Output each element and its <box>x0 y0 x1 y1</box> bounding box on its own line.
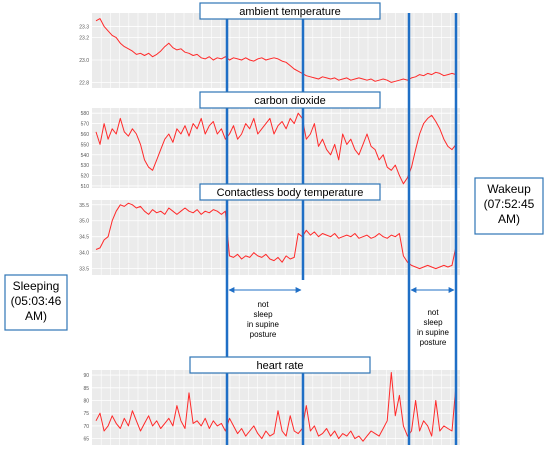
series-line <box>95 18 457 83</box>
y-tick-label: 540 <box>81 153 90 159</box>
y-tick-label: 23.2 <box>79 36 89 42</box>
chart-title: heart rate <box>256 360 303 372</box>
chart-title-box <box>199 91 381 109</box>
y-tick-label: 520 <box>81 174 90 180</box>
y-tick-label: 530 <box>81 163 90 169</box>
interval-note: not sleep in supine posture <box>247 300 280 339</box>
y-tick-label: 90 <box>83 373 89 379</box>
y-tick-label: 560 <box>81 132 90 138</box>
y-tick-label: 570 <box>81 122 90 128</box>
chart-panel-1: 22.8 23.0 23.2 23.3 <box>79 13 460 88</box>
series-line <box>95 112 457 185</box>
chart-panel-2: 510 520 530 540 550 560 570 580 <box>81 108 460 190</box>
chart-panel-4: 65 70 75 80 85 90 <box>83 370 460 445</box>
y-tick-label: 80 <box>83 399 89 405</box>
y-tick-label: 85 <box>83 386 89 392</box>
chart-title: Contactless body temperature <box>217 187 364 199</box>
sleeping-label-box <box>4 274 68 331</box>
wakeup-label-box <box>474 177 544 235</box>
y-tick-label: 550 <box>81 142 90 148</box>
y-tick-label: 23.0 <box>79 58 89 64</box>
y-tick-label: 23.3 <box>79 24 89 30</box>
wakeup-label: Wakeup (07:52:45 AM) <box>484 182 535 226</box>
y-tick-label: 35.5 <box>79 203 89 209</box>
interval-note: not sleep in supine posture <box>417 308 450 347</box>
y-tick-label: 510 <box>81 184 90 190</box>
y-tick-label: 580 <box>81 111 90 117</box>
series-line <box>95 202 457 270</box>
y-tick-label: 22.8 <box>79 80 89 86</box>
sleeping-label: Sleeping (05:03:46 AM) <box>11 279 62 323</box>
y-tick-label: 34.5 <box>79 235 89 241</box>
y-tick-label: 65 <box>83 437 89 443</box>
series-line <box>95 372 457 442</box>
y-tick-label: 75 <box>83 411 89 417</box>
chart-title-box <box>199 183 381 201</box>
chart-title-box <box>199 2 381 20</box>
note-background <box>412 298 454 354</box>
chart-title: carbon dioxide <box>254 95 326 107</box>
y-tick-label: 70 <box>83 424 89 430</box>
chart-panel-3: 33.5 34.0 34.5 35.0 35.5 <box>79 200 460 275</box>
y-tick-label: 35.0 <box>79 219 89 225</box>
chart-title-box <box>189 356 371 374</box>
chart-title: ambient temperature <box>239 6 341 18</box>
y-tick-label: 34.0 <box>79 251 89 257</box>
y-tick-label: 33.5 <box>79 267 89 273</box>
